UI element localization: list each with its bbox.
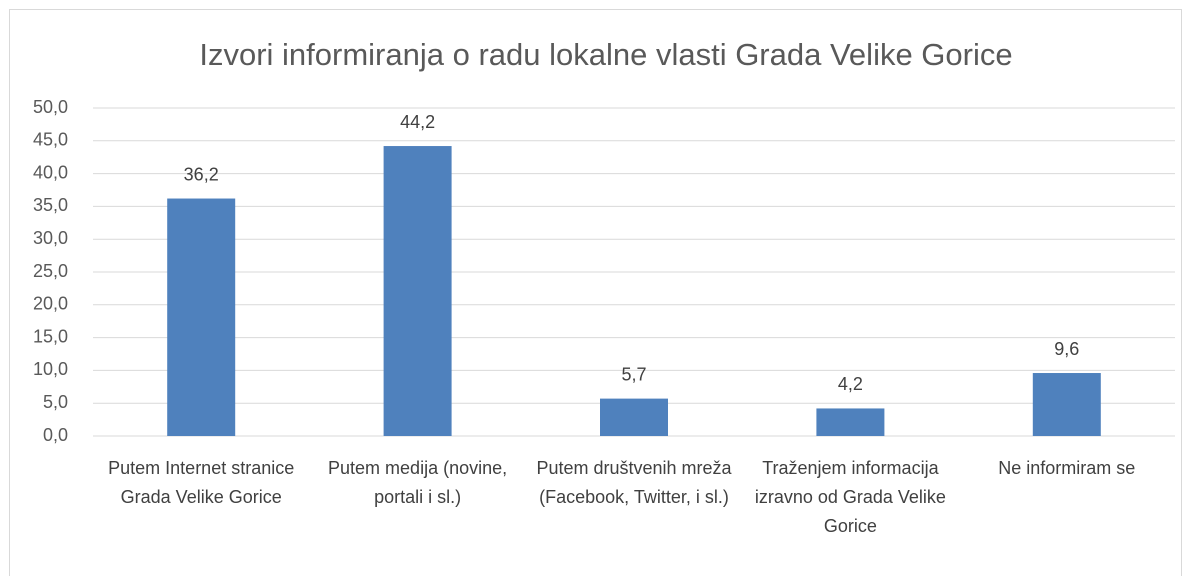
y-tick-label: 0,0 — [43, 425, 68, 445]
x-tick-label: Putem društvenih mreža (Facebook, Twitte… — [536, 458, 732, 507]
y-tick-label: 45,0 — [33, 130, 68, 150]
data-label: 36,2 — [184, 164, 219, 184]
y-tick-label: 25,0 — [33, 261, 68, 281]
bar — [1032, 373, 1101, 436]
bar — [600, 398, 668, 436]
y-tick-label: 15,0 — [33, 326, 68, 346]
x-tick-label: Putem Internet stranice Grada Velike Gor… — [108, 458, 295, 507]
data-label: 9,6 — [1054, 339, 1079, 359]
data-label: 5,7 — [621, 364, 646, 384]
y-tick-label: 50,0 — [33, 97, 68, 117]
chart-title: Izvori informiranja o radu lokalne vlast… — [199, 37, 1012, 72]
y-tick-label: 40,0 — [33, 162, 68, 182]
y-tick-label: 30,0 — [33, 228, 68, 248]
y-tick-label: 35,0 — [33, 195, 68, 215]
bar — [383, 146, 452, 436]
y-tick-label: 5,0 — [43, 392, 68, 412]
data-label: 44,2 — [400, 112, 435, 132]
y-tick-label: 20,0 — [33, 294, 68, 314]
x-tick-label: Ne informiram se — [998, 458, 1136, 478]
y-tick-label: 10,0 — [33, 359, 68, 379]
x-tick-label: Putem medija (novine, portali i sl.) — [328, 458, 508, 507]
bar — [167, 198, 236, 436]
bar — [816, 408, 885, 436]
data-label: 4,2 — [838, 374, 863, 394]
x-tick-label: Traženjem informacija izravno od Grada V… — [754, 458, 946, 536]
